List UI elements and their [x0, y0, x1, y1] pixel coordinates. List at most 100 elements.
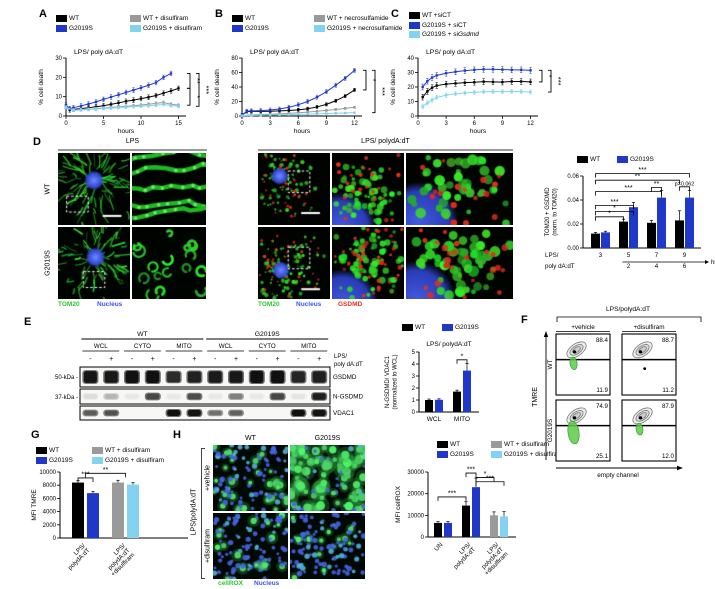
blot-group-label: G2019S	[255, 331, 280, 338]
chart-svg: 0 10 20 30 40 0 3 6 9 12 LPS/ poly dA:dT % cell dea…	[390, 49, 563, 135]
contour-center-dot	[638, 350, 643, 354]
data-point	[353, 69, 356, 72]
legend-item: WT + disulfiram	[130, 14, 188, 23]
sig-bracket	[595, 205, 634, 210]
legend-item-label: WT + disulfiram	[105, 447, 151, 454]
microscopy-d-poly-wt-main	[258, 153, 330, 225]
bar	[675, 220, 684, 248]
legend-item-label: WT + necrosulfamide	[327, 15, 389, 22]
legend-item: G2019S + siGsdmd	[409, 30, 479, 39]
y-tick-label: 5	[412, 350, 416, 356]
sig-label: p=0.062	[675, 181, 695, 187]
sig-bracket	[475, 477, 495, 482]
microscopy-d-poly-wt-zoom1	[332, 153, 404, 225]
legend-swatch-icon	[314, 24, 325, 32]
data-point	[94, 105, 98, 108]
blot-band	[228, 392, 244, 401]
series-line	[65, 103, 179, 111]
flow-row-label: WT	[547, 359, 554, 369]
panel-d-label-nucleus-lps: Nucleus	[97, 301, 123, 308]
blot-band	[144, 392, 161, 401]
data-point	[94, 107, 98, 111]
flow-col-label: +disulfiram	[633, 324, 664, 331]
data-point	[454, 82, 457, 85]
data-point	[421, 95, 424, 99]
sig-bracket	[187, 87, 191, 106]
x-row-value: 2	[627, 263, 631, 270]
y-axis-label: (normalized to WCL)	[393, 354, 399, 409]
panel-label-f: F	[521, 314, 528, 326]
chart-cell-death-disulfiram: 0 10 20 30 0 5 10 15 LPS/ poly dA:dT % cell death…	[36, 42, 214, 142]
x-row-label: LPS/	[545, 252, 559, 259]
legend-item-label: G2019S + disulfiram	[105, 456, 165, 464]
data-point	[109, 95, 113, 99]
legend-item: WT + necrosulfamide	[314, 14, 388, 23]
data-point	[491, 68, 495, 71]
data-point	[162, 76, 165, 79]
y-tick-label: 8000	[43, 483, 57, 489]
data-point	[343, 77, 347, 80]
rotated-x-label: LPS/polydA:dT	[62, 542, 91, 571]
flow-row-label: G2019S	[547, 419, 554, 442]
bar	[453, 391, 461, 412]
blot-band-core	[291, 371, 305, 383]
blot-group-label: WT	[137, 331, 148, 338]
bar	[647, 222, 656, 248]
treatment-label: LPS/	[334, 354, 347, 360]
y-tick-label: 4000	[43, 510, 57, 516]
blot-band-core	[167, 371, 181, 383]
blot-band-core	[312, 393, 326, 400]
microscopy-h-wt-vehicle	[213, 445, 288, 511]
x-axis-label: hours	[470, 128, 487, 135]
data-point	[482, 68, 485, 71]
data-point	[334, 112, 337, 115]
legend-swatch-icon	[130, 24, 141, 32]
chart-svg: 0.00 0.02 0.04 0.06 TOM20 + GSDMD (norm. to T…	[545, 167, 715, 270]
data-point	[334, 99, 337, 102]
flow-svg: LPS/polydA:dT +vehicle +disulfiram TMRE WT G2…	[532, 306, 702, 479]
data-point	[435, 84, 438, 87]
contour-center-dot	[572, 416, 577, 420]
legend-swatch-icon	[36, 456, 47, 464]
data-point	[109, 106, 113, 110]
legend-swatch-icon	[442, 324, 453, 331]
data-point	[529, 69, 532, 72]
panel-label-b: B	[215, 8, 223, 20]
panel-h-col-g2019s: G2019S	[314, 435, 341, 442]
legend-swatch-icon	[437, 441, 448, 448]
blot-band-core	[250, 371, 264, 383]
legend-item: WT +siCT	[409, 11, 451, 20]
panel-label-h: H	[173, 429, 181, 441]
hrs-label: hrs	[711, 260, 715, 266]
legend-item-label: G2019S + siGsdmd	[422, 31, 479, 38]
panel-d-polydadt-title: LPS/ polydA:dT	[361, 138, 410, 145]
data-point	[473, 81, 476, 84]
data-point	[325, 112, 328, 115]
y-axis-label: N-GSDMD/ VDAC1	[385, 355, 391, 408]
blot-subgroup-label: WCL	[94, 343, 108, 350]
category-label: WCL	[427, 416, 442, 423]
series-line	[422, 90, 531, 107]
rotated-x-label: LPS/polydA:dT+disulfiram	[101, 542, 137, 578]
data-point	[72, 109, 75, 112]
y-tick-label: 60	[231, 71, 238, 77]
tmre-arrowhead	[543, 331, 549, 337]
data-point	[250, 109, 253, 113]
tmre-axis-label: TMRE	[532, 387, 539, 407]
blot-band-core	[167, 394, 180, 398]
data-point	[102, 104, 105, 107]
microscopy-h-g2019s-vehicle	[290, 445, 365, 511]
data-point	[353, 88, 356, 92]
blot-band	[228, 409, 244, 417]
bar	[500, 516, 508, 537]
blot-band	[103, 393, 120, 400]
y-tick-label: 80	[231, 56, 238, 62]
legend-item-label: G2019S + disulfiram	[504, 450, 564, 458]
bar	[685, 197, 694, 248]
lane-sign: -	[214, 356, 217, 363]
data-point	[529, 80, 532, 84]
data-point	[325, 90, 328, 93]
quadrant-percent-bottom: 25.1	[596, 453, 609, 460]
y-tick-label: 20000	[407, 492, 424, 498]
panel-d-polydadt-headerline	[258, 149, 513, 151]
